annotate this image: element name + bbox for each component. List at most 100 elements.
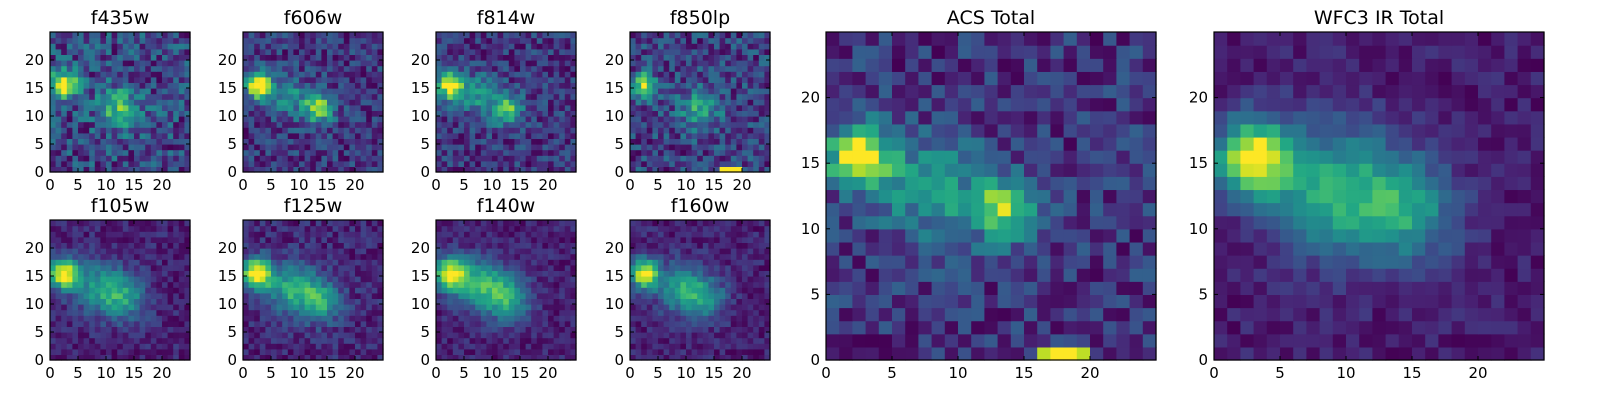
heatmap-cell	[248, 121, 255, 128]
x-tick-label: 5	[459, 364, 469, 382]
heatmap-cell	[184, 276, 191, 283]
heatmap-cell	[458, 127, 465, 134]
heatmap-cell	[753, 65, 760, 72]
heatmap-cell	[725, 48, 732, 55]
heatmap-cell	[139, 326, 146, 333]
heatmap-cell	[447, 304, 454, 311]
heatmap-cell	[259, 166, 266, 173]
heatmap-cell	[475, 287, 482, 294]
heatmap-cell	[697, 127, 704, 134]
heatmap-cell	[184, 144, 191, 151]
heatmap-cell	[366, 348, 373, 355]
heatmap-cell	[441, 236, 448, 243]
heatmap-cell	[128, 93, 135, 100]
heatmap-cell	[658, 76, 665, 83]
heatmap-cell	[139, 298, 146, 305]
heatmap-cell	[492, 138, 499, 145]
heatmap-cell	[106, 138, 113, 145]
heatmap-cell	[377, 60, 384, 67]
heatmap-cell	[736, 298, 743, 305]
heatmap-cell	[377, 248, 384, 255]
heatmap-cell	[243, 65, 250, 72]
heatmap-cell	[248, 155, 255, 162]
heatmap-cell	[184, 65, 191, 72]
heatmap-cell	[50, 116, 57, 123]
heatmap-cell	[72, 116, 79, 123]
heatmap-cell	[436, 309, 443, 316]
heatmap-cell	[89, 43, 96, 50]
heatmap-cell	[492, 332, 499, 339]
heatmap-cell	[536, 248, 543, 255]
heatmap-cell	[343, 298, 350, 305]
heatmap-cell	[162, 337, 169, 344]
heatmap-cell	[282, 337, 289, 344]
heatmap-cell	[72, 225, 79, 232]
heatmap-cell	[327, 298, 334, 305]
heatmap-cell	[702, 99, 709, 106]
heatmap-cell	[447, 259, 454, 266]
heatmap-cell	[184, 231, 191, 238]
heatmap-cell	[725, 116, 732, 123]
heatmap-cell	[321, 270, 328, 277]
heatmap-cell	[287, 104, 294, 111]
heatmap-cell	[89, 320, 96, 327]
heatmap-cell	[503, 166, 510, 173]
heatmap-cell	[173, 332, 180, 339]
heatmap-cell	[747, 54, 754, 61]
heatmap-cell	[520, 71, 527, 78]
heatmap-cell	[652, 298, 659, 305]
heatmap-cell	[492, 88, 499, 95]
heatmap-cell	[360, 309, 367, 316]
heatmap-cell	[173, 65, 180, 72]
heatmap-cell	[184, 32, 191, 39]
heatmap-cell	[669, 332, 676, 339]
heatmap-cell	[764, 65, 771, 72]
heatmap-cell	[178, 37, 185, 44]
heatmap-cell	[360, 88, 367, 95]
heatmap-cell	[371, 354, 378, 361]
heatmap-cell	[452, 292, 459, 299]
heatmap-cell	[531, 71, 538, 78]
heatmap-cell	[447, 37, 454, 44]
heatmap-cell	[436, 76, 443, 83]
heatmap-cell	[377, 127, 384, 134]
heatmap-cell	[248, 99, 255, 106]
heatmap-cell	[697, 93, 704, 100]
heatmap-cell	[641, 270, 648, 277]
heatmap-cell	[525, 48, 532, 55]
heatmap-cell	[730, 281, 737, 288]
heatmap-cell	[310, 348, 317, 355]
heatmap-cell	[559, 88, 566, 95]
heatmap-cell	[321, 88, 328, 95]
heatmap-cell	[299, 37, 306, 44]
heatmap-cell	[139, 281, 146, 288]
heatmap-cell	[83, 48, 90, 55]
x-tick-label: 15	[317, 176, 336, 194]
heatmap-cell	[452, 287, 459, 294]
heatmap-cell	[321, 248, 328, 255]
heatmap-cell	[436, 48, 443, 55]
heatmap-cell	[436, 71, 443, 78]
heatmap-cell	[630, 110, 637, 117]
heatmap-cell	[630, 93, 637, 100]
heatmap-cell	[520, 326, 527, 333]
heatmap-cell	[371, 309, 378, 316]
heatmap-cell	[94, 242, 101, 249]
heatmap-cell	[747, 37, 754, 44]
heatmap-cell	[486, 304, 493, 311]
heatmap-cell	[753, 343, 760, 350]
heatmap-cell	[736, 121, 743, 128]
heatmap-cell	[725, 93, 732, 100]
heatmap-cell	[371, 149, 378, 156]
heatmap-cell	[304, 298, 311, 305]
heatmap-cell	[753, 292, 760, 299]
heatmap-cell	[276, 276, 283, 283]
heatmap-cell	[702, 116, 709, 123]
heatmap-cell	[139, 225, 146, 232]
heatmap-cell	[338, 99, 345, 106]
heatmap-cell	[702, 287, 709, 294]
heatmap-cell	[508, 348, 515, 355]
heatmap-cell	[570, 149, 577, 156]
heatmap-cell	[355, 32, 362, 39]
heatmap-cell	[134, 138, 141, 145]
